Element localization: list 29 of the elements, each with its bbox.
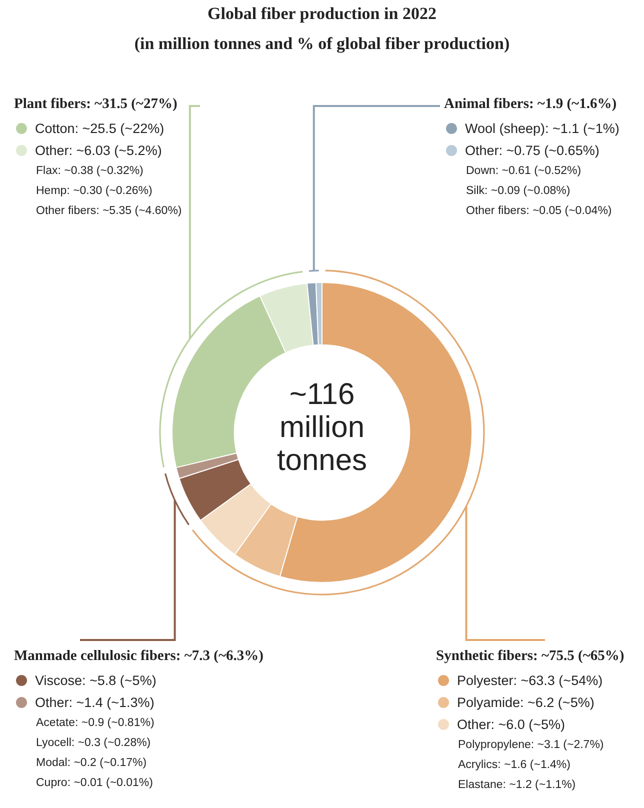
text: Silk: ~0.09 (~0.08%) (466, 185, 572, 197)
legend-label: Cotton: ~25.5 (~22%) (35, 121, 164, 136)
text: Down: ~0.61 (~0.52%) (466, 165, 582, 177)
text: Other fibers: ~5.35 (~4.60%) (36, 205, 182, 217)
text: Acrylics: ~1.6 (~1.4%) (458, 759, 572, 771)
text: Acetate: ~0.9 (~0.81%) (36, 717, 156, 729)
legend-label: Other: ~6.0 (~5%) (457, 717, 566, 732)
legend-label: Wool (sheep): ~1.1 (~1%) (465, 121, 620, 136)
text: Other fibers: ~0.05 (~0.04%) (466, 205, 613, 217)
chart-subtitle: (in million tonnes and % of global fiber production) (133, 34, 511, 54)
text: Elastane: ~1.2 (~1.1%) (458, 779, 577, 791)
legend-label: Other: ~6.03 (~5.2%) (35, 143, 162, 158)
text: Lyocell: ~0.3 (~0.28%) (36, 737, 152, 749)
legend-label: Polyester: ~63.3 (~54%) (457, 673, 603, 688)
text: Polypropylene: ~3.1 (~2.7%) (458, 739, 605, 751)
text: Manmade cellulosic fibers: ~7.3 (~6.3%) (14, 648, 264, 665)
text: Animal fibers: ~1.9 (~1.6%) (444, 96, 618, 113)
legend-label: Polyamide: ~6.2 (~5%) (457, 695, 594, 710)
chart-title: Global fiber production in 2022 (206, 4, 438, 24)
text: Flax: ~0.38 (~0.32%) (36, 165, 144, 177)
legend-label: Other: ~1.4 (~1.3%) (35, 695, 154, 710)
legend-label: Viscose: ~5.8 (~5%) (35, 673, 156, 688)
text: Synthetic fibers: ~75.5 (~65%) (436, 648, 624, 665)
text: Cupro: ~0.01 (~0.01%) (36, 777, 154, 789)
text: Hemp: ~0.30 (~0.26%) (36, 185, 154, 197)
text: Modal: ~0.2 (~0.17%) (36, 757, 148, 769)
legend-label: Other: ~0.75 (~0.65%) (465, 143, 600, 158)
text: ~116 million tonnes (276, 378, 368, 477)
text: Plant fibers: ~31.5 (~27%) (14, 96, 178, 113)
